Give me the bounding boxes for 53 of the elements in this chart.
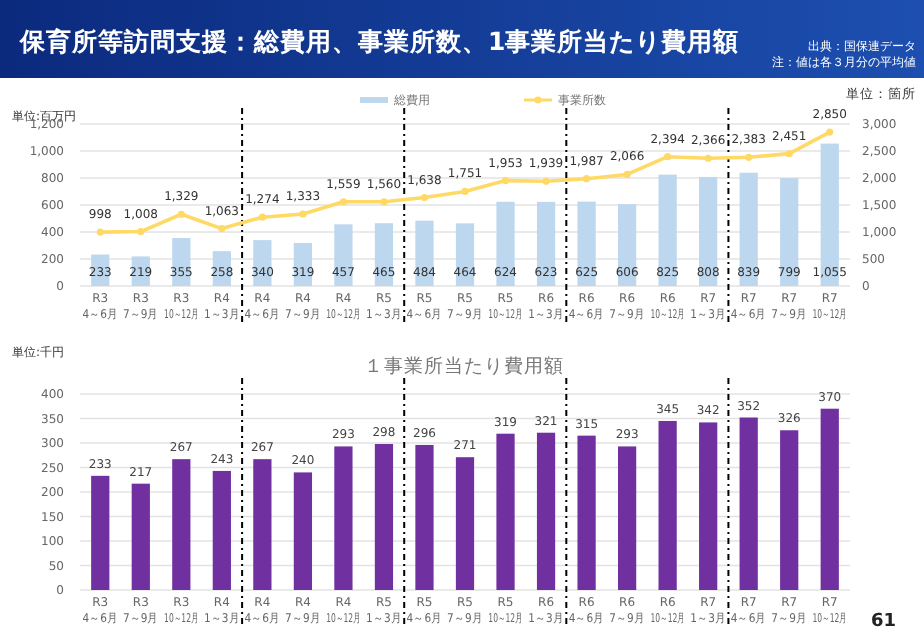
bar [617, 204, 637, 286]
bar [820, 408, 839, 590]
bar [334, 446, 353, 590]
point [582, 175, 591, 183]
bar [91, 475, 110, 590]
bar [780, 178, 799, 286]
chart-title: １事業所当たり費用額 [364, 354, 564, 378]
bar [374, 443, 394, 590]
point [299, 210, 307, 218]
bar [780, 430, 799, 590]
point [380, 198, 388, 206]
chart-title: 保育所等訪問支援：総費用、事業所数、1事業所当たり費用額 [18, 26, 740, 56]
bar [131, 483, 150, 590]
bar [455, 457, 475, 590]
point [704, 154, 712, 162]
point [339, 198, 348, 206]
point [177, 210, 185, 218]
bar [212, 470, 231, 590]
bar [172, 459, 191, 590]
point [785, 150, 793, 158]
bar [415, 444, 434, 590]
point [542, 177, 550, 185]
point [420, 193, 429, 202]
bar [374, 223, 394, 286]
point [137, 227, 145, 236]
bar [496, 433, 515, 590]
bar [293, 472, 313, 590]
point [258, 213, 266, 221]
point [501, 176, 510, 185]
bar [536, 201, 556, 286]
bar [617, 446, 637, 590]
point [461, 187, 469, 196]
bar [455, 223, 475, 286]
point [623, 170, 631, 179]
bar [577, 435, 596, 590]
bar [334, 224, 353, 286]
point [664, 153, 672, 161]
point [96, 228, 104, 236]
bar [739, 417, 758, 590]
point [218, 225, 226, 233]
bar [658, 420, 677, 590]
point [745, 153, 753, 161]
text: 61 [870, 612, 896, 632]
bar [658, 174, 677, 286]
point [826, 128, 834, 136]
bar [253, 459, 272, 590]
bar [415, 220, 434, 286]
bar [699, 422, 718, 590]
bar [496, 201, 515, 286]
bar [536, 432, 556, 590]
bar [739, 172, 758, 286]
bar [699, 176, 718, 286]
bar [577, 201, 596, 286]
